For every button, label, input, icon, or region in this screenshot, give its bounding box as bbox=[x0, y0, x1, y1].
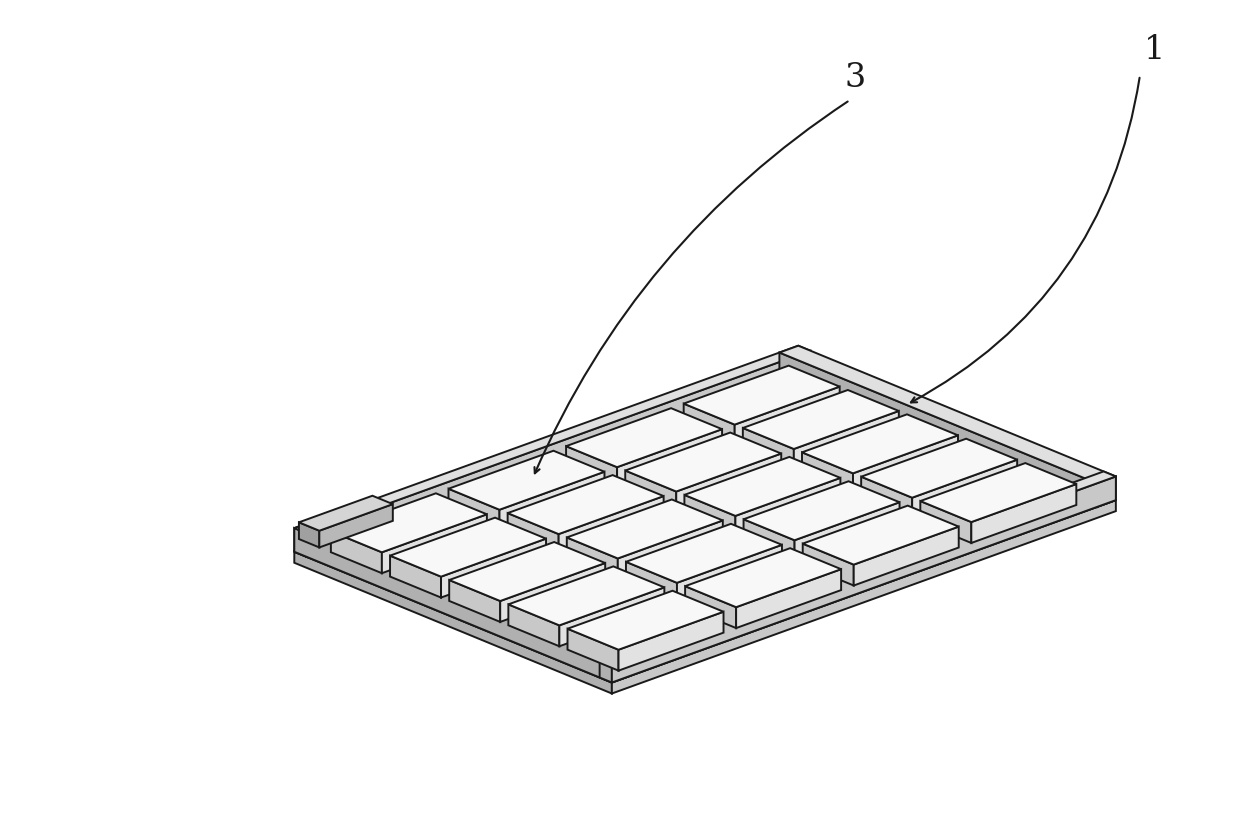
Polygon shape bbox=[743, 428, 794, 470]
Polygon shape bbox=[320, 504, 393, 547]
Polygon shape bbox=[600, 472, 1116, 659]
Polygon shape bbox=[449, 489, 500, 530]
Polygon shape bbox=[676, 453, 781, 513]
Polygon shape bbox=[500, 472, 604, 530]
Polygon shape bbox=[853, 435, 959, 494]
Polygon shape bbox=[611, 500, 1116, 694]
Polygon shape bbox=[802, 505, 959, 565]
Polygon shape bbox=[600, 654, 611, 682]
Polygon shape bbox=[294, 528, 306, 556]
Polygon shape bbox=[913, 460, 1017, 519]
Polygon shape bbox=[449, 542, 605, 601]
Polygon shape bbox=[861, 439, 1017, 498]
Polygon shape bbox=[508, 604, 559, 646]
Polygon shape bbox=[625, 432, 781, 492]
Polygon shape bbox=[625, 471, 676, 513]
Polygon shape bbox=[507, 513, 559, 555]
Polygon shape bbox=[294, 551, 611, 694]
Polygon shape bbox=[567, 537, 618, 579]
Polygon shape bbox=[449, 580, 500, 622]
Polygon shape bbox=[683, 365, 839, 425]
Polygon shape bbox=[853, 526, 959, 586]
Polygon shape bbox=[294, 346, 811, 533]
Polygon shape bbox=[626, 561, 677, 603]
Polygon shape bbox=[734, 386, 839, 446]
Polygon shape bbox=[744, 481, 899, 541]
Polygon shape bbox=[611, 652, 631, 682]
Polygon shape bbox=[449, 451, 604, 510]
Polygon shape bbox=[568, 591, 723, 649]
Polygon shape bbox=[743, 390, 899, 449]
Polygon shape bbox=[382, 515, 487, 573]
Polygon shape bbox=[920, 501, 971, 543]
Polygon shape bbox=[619, 612, 723, 670]
Polygon shape bbox=[677, 545, 782, 603]
Polygon shape bbox=[626, 524, 782, 582]
Polygon shape bbox=[294, 370, 1116, 682]
Polygon shape bbox=[507, 475, 663, 534]
Text: 1: 1 bbox=[1145, 34, 1166, 66]
Polygon shape bbox=[618, 520, 723, 579]
Polygon shape bbox=[391, 556, 441, 597]
Polygon shape bbox=[559, 587, 665, 646]
Polygon shape bbox=[686, 548, 841, 608]
Polygon shape bbox=[294, 528, 611, 682]
Polygon shape bbox=[920, 463, 1076, 522]
Polygon shape bbox=[618, 429, 722, 488]
Polygon shape bbox=[737, 569, 841, 628]
Polygon shape bbox=[802, 453, 853, 494]
Polygon shape bbox=[744, 520, 795, 561]
Polygon shape bbox=[802, 414, 959, 473]
Polygon shape bbox=[299, 522, 320, 547]
Polygon shape bbox=[861, 477, 913, 519]
Polygon shape bbox=[441, 539, 546, 597]
Polygon shape bbox=[794, 411, 899, 470]
Polygon shape bbox=[331, 494, 487, 552]
Polygon shape bbox=[802, 544, 853, 586]
Polygon shape bbox=[684, 495, 735, 537]
Polygon shape bbox=[306, 351, 811, 556]
Polygon shape bbox=[568, 628, 619, 670]
Polygon shape bbox=[567, 408, 722, 467]
Polygon shape bbox=[611, 477, 1116, 682]
Polygon shape bbox=[559, 496, 663, 555]
Polygon shape bbox=[780, 346, 1116, 484]
Polygon shape bbox=[299, 496, 393, 530]
Polygon shape bbox=[508, 566, 665, 625]
Polygon shape bbox=[567, 446, 618, 488]
Text: 3: 3 bbox=[844, 62, 866, 94]
Polygon shape bbox=[971, 484, 1076, 543]
Polygon shape bbox=[567, 499, 723, 558]
Polygon shape bbox=[500, 563, 605, 622]
Polygon shape bbox=[780, 353, 1097, 507]
Polygon shape bbox=[683, 404, 734, 446]
Polygon shape bbox=[795, 502, 899, 561]
Polygon shape bbox=[331, 531, 382, 573]
Polygon shape bbox=[294, 521, 631, 659]
Polygon shape bbox=[1097, 477, 1116, 507]
Polygon shape bbox=[391, 518, 546, 577]
Polygon shape bbox=[684, 457, 841, 516]
Polygon shape bbox=[735, 478, 841, 537]
Polygon shape bbox=[686, 586, 737, 628]
